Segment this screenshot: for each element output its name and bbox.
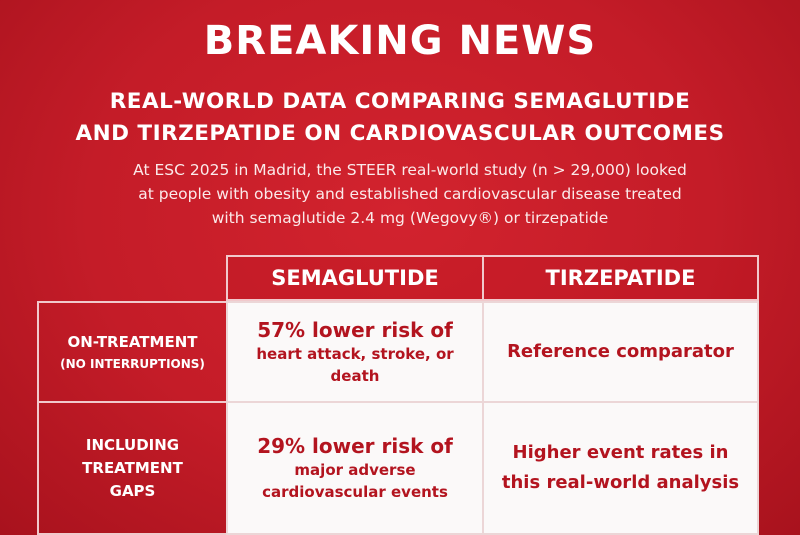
row2-sema-detail: major adverse cardiovascular events (262, 461, 448, 501)
row1-label-sub: (NO INTERRUPTIONS) (60, 357, 205, 371)
row2-tirz-line-1: Higher event rates in (512, 442, 729, 463)
row1-sema-main: 57% lower risk of (257, 318, 453, 342)
row-label-including-gaps: INCLUDING TREATMENT GAPS (37, 401, 228, 535)
intro-line-2: at people with obesity and established c… (138, 185, 682, 203)
intro-line-1: At ESC 2025 in Madrid, the STEER real-wo… (133, 161, 687, 179)
headline: BREAKING NEWS (203, 18, 597, 64)
intro-line-3: with semaglutide 2.4 mg (Wegovy®) or tir… (211, 209, 609, 227)
comparison-table: SEMAGLUTIDE TIRZEPATIDE ON-TREATMENT (NO… (37, 255, 759, 535)
row1-label-main: ON-TREATMENT (67, 333, 198, 351)
tirzepatide-column-header: TIRZEPATIDE (482, 255, 759, 301)
row2-sema-main: 29% lower risk of (257, 434, 453, 458)
intro-text: At ESC 2025 in Madrid, the STEER real-wo… (70, 158, 750, 230)
subheadline: REAL-WORLD DATA COMPARING SEMAGLUTIDE AN… (40, 86, 760, 150)
row2-label-line-2: TREATMENT (82, 458, 183, 477)
row1-tirz-text: Reference comparator (507, 341, 734, 362)
row2-semaglutide-cell: 29% lower risk of major adverse cardiova… (226, 401, 484, 535)
semaglutide-column-header: SEMAGLUTIDE (226, 255, 484, 301)
row1-sema-detail: heart attack, stroke, or death (256, 345, 454, 385)
subhead-line-2: AND TIRZEPATIDE ON CARDIOVASCULAR OUTCOM… (75, 121, 725, 146)
row-label-on-treatment: ON-TREATMENT (NO INTERRUPTIONS) (37, 301, 228, 403)
row2-label-line-1: INCLUDING (85, 435, 180, 454)
row2-tirzepatide-cell: Higher event rates in this real-world an… (482, 401, 759, 535)
row1-semaglutide-cell: 57% lower risk of heart attack, stroke, … (226, 301, 484, 403)
subhead-line-1: REAL-WORLD DATA COMPARING SEMAGLUTIDE (109, 89, 691, 114)
row2-tirz-line-2: this real-world analysis (501, 472, 740, 493)
row1-tirzepatide-cell: Reference comparator (482, 301, 759, 403)
row2-label-line-3: GAPS (109, 481, 156, 500)
